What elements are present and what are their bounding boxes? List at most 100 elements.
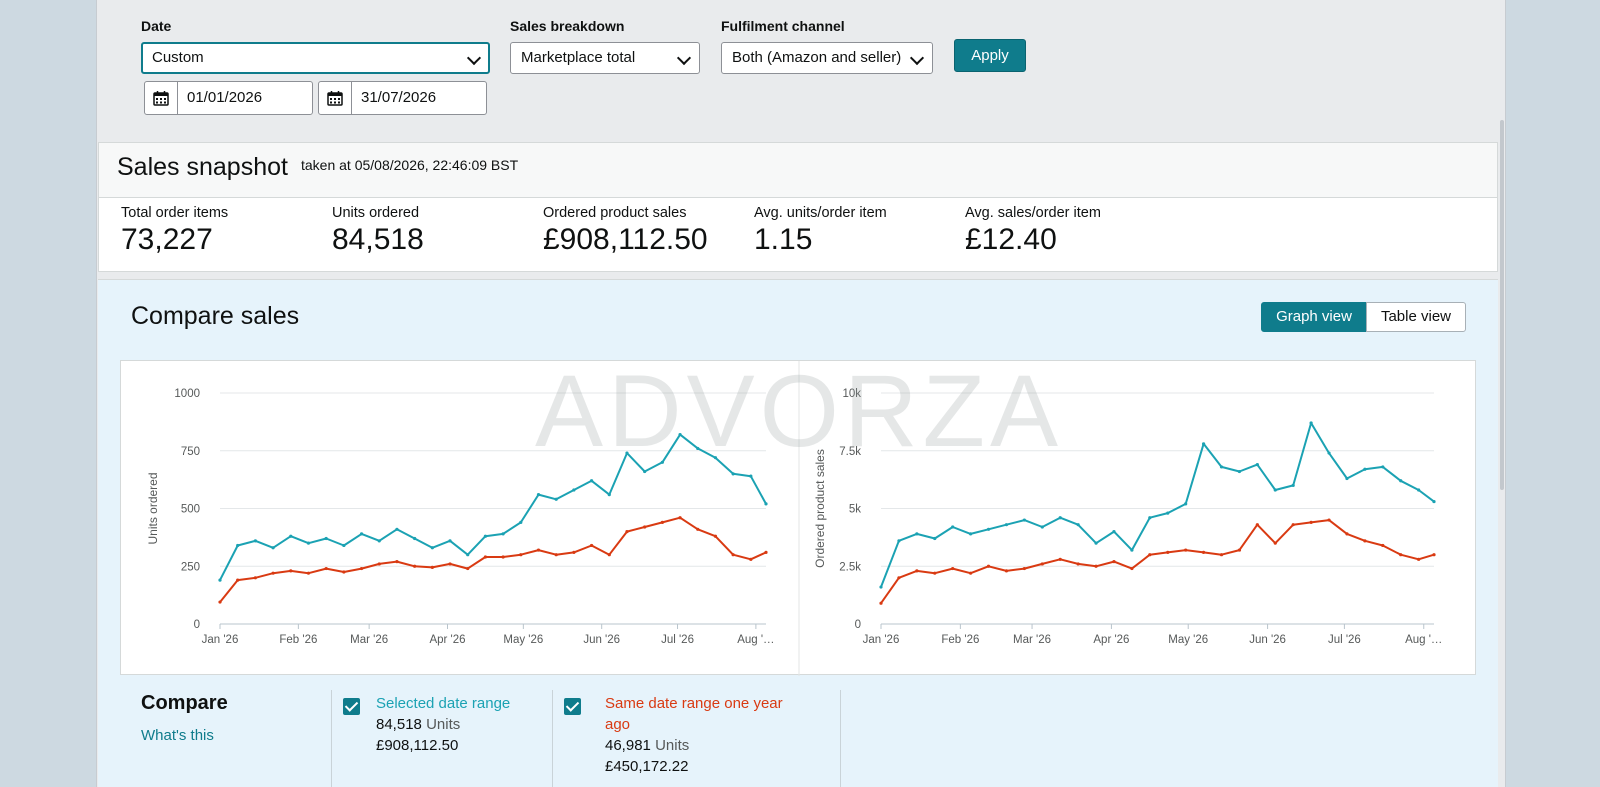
data-point bbox=[764, 502, 768, 506]
selected-range-legend: Selected date range 84,518 Units £908,11… bbox=[376, 693, 551, 756]
data-point bbox=[1399, 479, 1403, 483]
data-point bbox=[430, 546, 434, 550]
data-point bbox=[306, 571, 311, 575]
x-tick-label: Aug '… bbox=[737, 634, 774, 646]
data-point bbox=[253, 539, 257, 543]
metric-label: Total order items bbox=[121, 205, 229, 221]
data-point bbox=[915, 569, 919, 573]
data-point bbox=[1130, 548, 1134, 552]
data-point bbox=[1432, 553, 1436, 557]
metric-value: 84,518 bbox=[332, 223, 424, 256]
data-point bbox=[749, 557, 753, 561]
metric-label: Avg. units/order item bbox=[754, 205, 887, 221]
data-point bbox=[607, 493, 611, 497]
date-filter-label: Date bbox=[141, 18, 172, 34]
x-tick-label: Feb '26 bbox=[941, 634, 979, 646]
x-tick-label: Apr '26 bbox=[1093, 634, 1129, 646]
data-point bbox=[1058, 557, 1062, 561]
start-date-value: 01/01/2026 bbox=[187, 89, 263, 106]
fulfilment-channel-select[interactable]: Both (Amazon and seller) bbox=[721, 42, 933, 74]
data-point bbox=[289, 534, 293, 538]
data-point bbox=[1255, 463, 1259, 467]
data-point bbox=[625, 451, 629, 455]
calendar-icon[interactable] bbox=[145, 82, 178, 114]
y-tick-label: 2.5k bbox=[839, 561, 861, 573]
data-point bbox=[1273, 541, 1277, 545]
data-point bbox=[660, 460, 664, 464]
divider bbox=[840, 690, 841, 787]
data-point bbox=[933, 571, 937, 575]
data-point bbox=[377, 539, 381, 543]
date-range-select[interactable]: Custom bbox=[141, 42, 490, 74]
data-point bbox=[1112, 530, 1116, 534]
data-point bbox=[554, 553, 558, 557]
same-range-last-year-checkbox[interactable] bbox=[564, 698, 581, 715]
start-date-input[interactable]: 01/01/2026 bbox=[144, 81, 313, 115]
y-tick-label: 1000 bbox=[174, 388, 200, 400]
series-units: 84,518 bbox=[376, 716, 422, 733]
apply-button[interactable]: Apply bbox=[954, 39, 1026, 72]
data-point bbox=[589, 479, 594, 483]
divider bbox=[552, 690, 553, 787]
calendar-icon[interactable] bbox=[319, 82, 352, 114]
data-point bbox=[1094, 541, 1098, 545]
sales-breakdown-select[interactable]: Marketplace total bbox=[510, 42, 700, 74]
data-point bbox=[1004, 523, 1009, 527]
data-point bbox=[1040, 562, 1044, 566]
data-point bbox=[643, 469, 647, 474]
data-point bbox=[359, 566, 364, 571]
data-point bbox=[324, 536, 328, 541]
y-tick-label: 5k bbox=[849, 504, 861, 516]
data-point bbox=[1432, 499, 1436, 504]
snapshot-title: Sales snapshot bbox=[117, 153, 288, 181]
data-point bbox=[271, 571, 275, 575]
data-point bbox=[377, 562, 381, 566]
data-point bbox=[731, 472, 735, 476]
data-point bbox=[1417, 488, 1421, 492]
divider bbox=[331, 690, 332, 787]
end-date-input[interactable]: 31/07/2026 bbox=[318, 81, 487, 115]
data-point bbox=[969, 532, 973, 536]
data-point bbox=[289, 569, 293, 573]
data-point bbox=[969, 571, 973, 575]
data-point bbox=[643, 525, 647, 529]
x-tick-label: Jun '26 bbox=[1249, 634, 1286, 646]
data-point bbox=[678, 432, 682, 437]
y-tick-label: 0 bbox=[855, 619, 861, 631]
data-point bbox=[1327, 518, 1331, 522]
data-point bbox=[713, 534, 718, 538]
data-point bbox=[731, 553, 735, 557]
data-point bbox=[933, 536, 937, 541]
data-point bbox=[554, 497, 558, 501]
vertical-scrollbar[interactable] bbox=[1500, 120, 1504, 490]
series-line bbox=[219, 433, 767, 581]
data-point bbox=[1112, 560, 1116, 564]
data-point bbox=[951, 566, 955, 571]
data-point bbox=[589, 543, 594, 548]
data-point bbox=[696, 527, 700, 531]
units-label: Units bbox=[426, 716, 461, 733]
data-point bbox=[1309, 421, 1313, 425]
data-point bbox=[572, 488, 576, 492]
compare-sales-section: Compare sales Graph view Table view 0 250… bbox=[98, 279, 1498, 787]
data-point bbox=[879, 601, 883, 605]
whats-this-link[interactable]: What's this bbox=[141, 727, 214, 744]
chevron-down-icon bbox=[676, 50, 692, 66]
data-point bbox=[897, 539, 901, 543]
series-units: 46,981 bbox=[605, 737, 651, 754]
metric-value: £908,112.50 bbox=[543, 223, 708, 256]
data-point bbox=[1004, 569, 1009, 573]
selected-range-checkbox[interactable] bbox=[343, 698, 360, 715]
metric-units-ordered: Units ordered 84,518 bbox=[332, 205, 424, 257]
x-tick-label: Jun '26 bbox=[583, 634, 620, 646]
sales-dashboard-panel: Date Custom 01/01/2026 31/07/2026 Sales … bbox=[96, 0, 1506, 787]
fulfilment-channel-label: Fulfilment channel bbox=[721, 18, 845, 34]
data-point bbox=[1237, 548, 1242, 552]
data-point bbox=[359, 532, 364, 536]
graph-view-toggle[interactable]: Graph view bbox=[1261, 302, 1367, 332]
series-name: Selected date range bbox=[376, 695, 511, 712]
data-point bbox=[1345, 532, 1349, 536]
data-point bbox=[466, 553, 470, 557]
data-point bbox=[236, 543, 240, 548]
table-view-toggle[interactable]: Table view bbox=[1366, 302, 1466, 332]
